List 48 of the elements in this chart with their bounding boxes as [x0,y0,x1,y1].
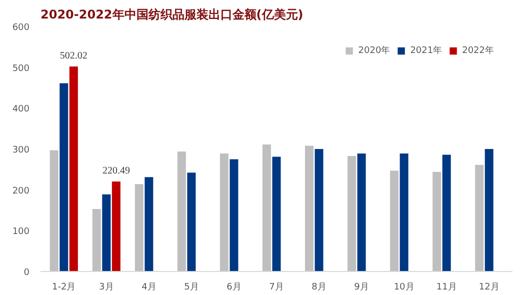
bar [187,172,196,272]
bar [390,170,399,272]
bar [484,149,494,272]
x-tick-label: 9月 [354,282,369,292]
bar [314,149,324,272]
bar [432,172,442,272]
bar [220,153,228,272]
legend-label: 2022年 [462,44,494,57]
data-label: 502.02 [60,50,88,62]
bar [475,164,484,272]
bar [230,159,238,272]
bar [50,150,58,272]
y-tick-label: 400 [12,104,30,115]
x-tick-label: 8月 [312,282,326,292]
x-tick-label: 11月 [436,282,457,292]
bar [400,153,408,272]
y-tick-label: 200 [12,186,30,196]
y-tick-label: 0 [24,268,30,278]
bar [262,144,271,272]
bar [69,66,78,272]
bar [357,153,366,272]
chart-title: 2020-2022年中国纺织品服装出口金额(亿美元) [40,8,304,22]
y-tick-label: 100 [12,227,30,238]
bar [348,156,356,272]
bar [177,151,186,272]
bar [92,209,101,272]
bar [134,184,144,272]
bar [272,156,281,272]
bar [144,177,154,272]
legend-label: 2020年 [358,44,390,57]
x-tick-label: 3月 [99,282,114,292]
bar [304,146,314,272]
y-tick-label: 500 [12,64,30,74]
data-label: 220.49 [102,165,130,176]
legend-label: 2021年 [410,44,442,57]
bar [102,194,111,272]
x-tick-label: 1-2月 [52,282,76,292]
y-tick-label: 300 [12,146,30,156]
bar [60,83,68,272]
x-tick-label: 10月 [394,282,414,292]
x-tick-label: 5月 [184,282,199,292]
x-tick-label: 6月 [226,282,242,292]
bar [112,181,120,272]
y-tick-label: 600 [12,23,30,33]
x-tick-label: 12月 [478,282,500,292]
bar [442,154,451,272]
x-tick-label: 7月 [269,282,284,292]
x-tick-label: 4月 [142,282,156,292]
